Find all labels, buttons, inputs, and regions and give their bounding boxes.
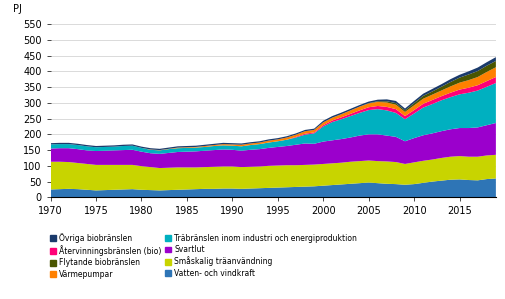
- Legend: Övriga biobränslen, Återvinningsbränslen (bio), Flytande biobränslen, Värmepumpa: Övriga biobränslen, Återvinningsbränslen…: [50, 233, 357, 279]
- Text: PJ: PJ: [13, 4, 22, 14]
